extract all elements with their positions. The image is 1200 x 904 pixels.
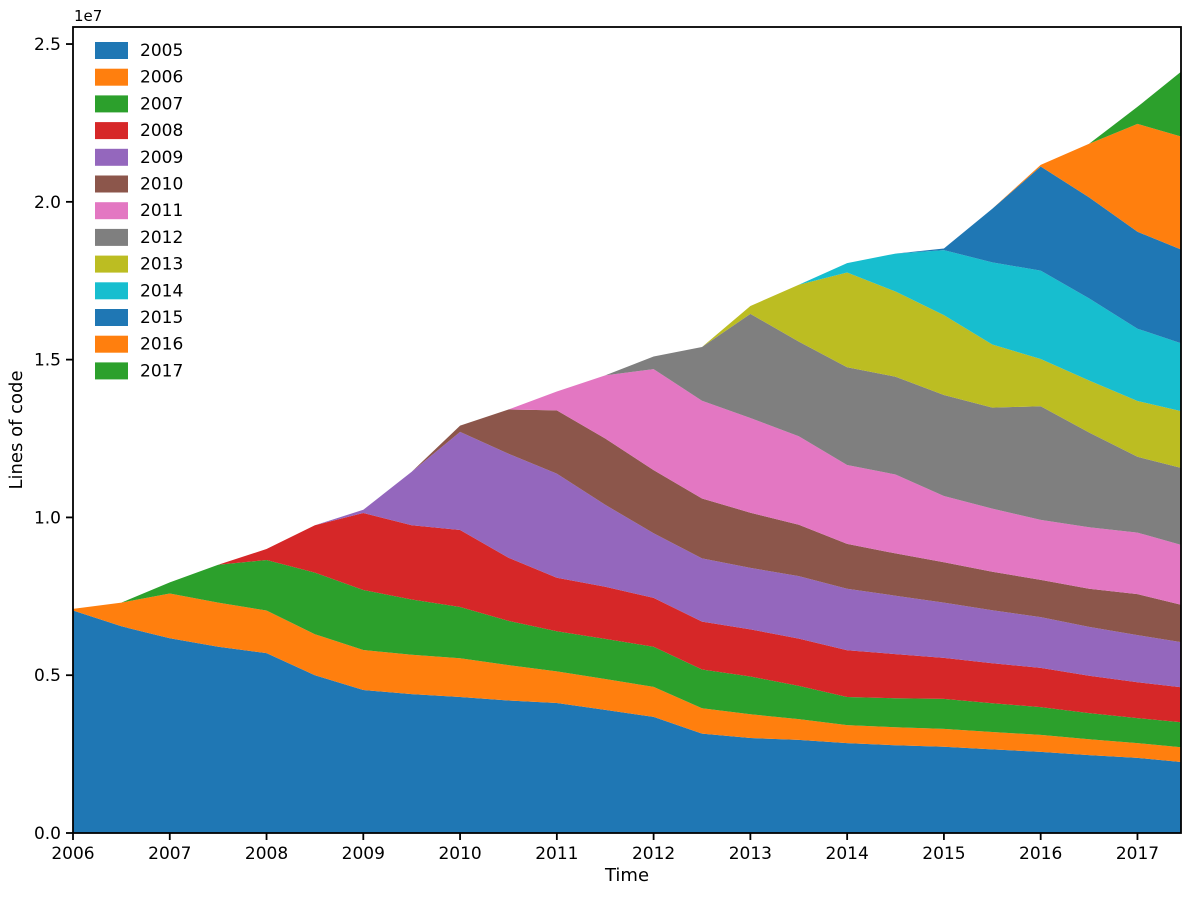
area-series-2015 bbox=[73, 166, 1181, 609]
area-series-2013 bbox=[73, 272, 1181, 609]
x-tick-label: 2016 bbox=[1019, 844, 1062, 864]
y-tick-label: 2.5 bbox=[34, 35, 61, 55]
x-tick-label: 2009 bbox=[342, 844, 385, 864]
area-series-2011 bbox=[73, 369, 1181, 609]
legend-item-2015: 2015 bbox=[95, 308, 183, 328]
x-tick-label: 2008 bbox=[245, 844, 288, 864]
legend-label-2013: 2013 bbox=[140, 255, 183, 275]
y-axis-offset-label: 1e7 bbox=[74, 7, 102, 25]
x-tick-label: 2017 bbox=[1116, 844, 1159, 864]
legend-item-2008: 2008 bbox=[95, 121, 183, 141]
x-axis-label: Time bbox=[604, 865, 649, 886]
y-tick-label: 0.0 bbox=[34, 824, 61, 844]
legend-label-2012: 2012 bbox=[140, 228, 183, 248]
legend-swatch-2014 bbox=[95, 282, 128, 300]
legend-item-2006: 2006 bbox=[95, 68, 183, 88]
legend-swatch-2012 bbox=[95, 228, 128, 246]
x-tick-label: 2014 bbox=[826, 844, 869, 864]
y-axis-label: Lines of code bbox=[6, 370, 27, 489]
legend-label-2009: 2009 bbox=[140, 148, 183, 168]
legend-item-2007: 2007 bbox=[95, 94, 183, 114]
y-tick-label: 2.0 bbox=[34, 193, 61, 213]
legend-swatch-2016 bbox=[95, 335, 128, 353]
axes-layer: 2006 2007 2008 2009 2010 2011 2012 2013 2014 2015… bbox=[34, 26, 1182, 864]
y-tick-label: 1.5 bbox=[34, 351, 61, 371]
legend-item-2017: 2017 bbox=[95, 361, 183, 381]
area-series-2007 bbox=[73, 560, 1181, 748]
area-series-2005 bbox=[73, 610, 1181, 833]
y-tick-label: 1.0 bbox=[34, 508, 61, 528]
area-series-2006 bbox=[73, 593, 1181, 762]
x-tick-label: 2011 bbox=[535, 844, 578, 864]
x-tick-label: 2007 bbox=[148, 844, 191, 864]
legend-item-2016: 2016 bbox=[95, 335, 183, 355]
legend-label-2005: 2005 bbox=[140, 41, 183, 61]
legend-swatch-2006 bbox=[95, 68, 128, 86]
legend-label-2015: 2015 bbox=[140, 308, 183, 328]
area-series-2010 bbox=[73, 409, 1181, 643]
legend-label-2008: 2008 bbox=[140, 121, 183, 141]
x-tick-label: 2006 bbox=[51, 844, 94, 864]
area-series-2012 bbox=[73, 313, 1181, 609]
x-tick-label: 2010 bbox=[438, 844, 481, 864]
legend-label-2017: 2017 bbox=[140, 361, 183, 381]
legend-item-2010: 2010 bbox=[95, 175, 183, 195]
y-tick-label: 0.5 bbox=[34, 666, 61, 686]
legend-item-2012: 2012 bbox=[95, 228, 183, 248]
legend-item-2009: 2009 bbox=[95, 148, 183, 168]
legend-label-2016: 2016 bbox=[140, 335, 183, 355]
legend-swatch-2017 bbox=[95, 362, 128, 380]
legend-swatch-2008 bbox=[95, 122, 128, 140]
legend-swatch-2015 bbox=[95, 309, 128, 326]
legend-item-2014: 2014 bbox=[95, 281, 183, 301]
legend-label-2006: 2006 bbox=[140, 68, 183, 88]
plot-frame bbox=[72, 26, 1182, 834]
legend-label-2010: 2010 bbox=[140, 175, 183, 195]
legend-item-2013: 2013 bbox=[95, 255, 183, 275]
x-tick-label: 2012 bbox=[632, 844, 675, 864]
legend-item-2011: 2011 bbox=[95, 201, 183, 221]
legend-swatch-2005 bbox=[95, 42, 128, 59]
legend-swatch-2010 bbox=[95, 175, 128, 193]
legend-label-2007: 2007 bbox=[140, 94, 183, 114]
legend-swatch-2009 bbox=[95, 148, 128, 166]
series-layer bbox=[73, 71, 1181, 833]
legend-swatch-2007 bbox=[95, 95, 128, 113]
area-series-2016 bbox=[73, 123, 1181, 609]
x-tick-label: 2015 bbox=[922, 844, 965, 864]
legend: 2005 2006 2007 2008 2009 2010 2011 2012 2013 2014… bbox=[95, 41, 183, 381]
legend-label-2011: 2011 bbox=[140, 201, 183, 221]
legend-label-2014: 2014 bbox=[140, 281, 183, 301]
area-series-2009 bbox=[73, 431, 1181, 688]
area-series-2008 bbox=[73, 513, 1181, 723]
legend-swatch-2013 bbox=[95, 255, 128, 273]
legend-item-2005: 2005 bbox=[95, 41, 183, 61]
x-tick-label: 2013 bbox=[729, 844, 772, 864]
legend-swatch-2011 bbox=[95, 202, 128, 220]
